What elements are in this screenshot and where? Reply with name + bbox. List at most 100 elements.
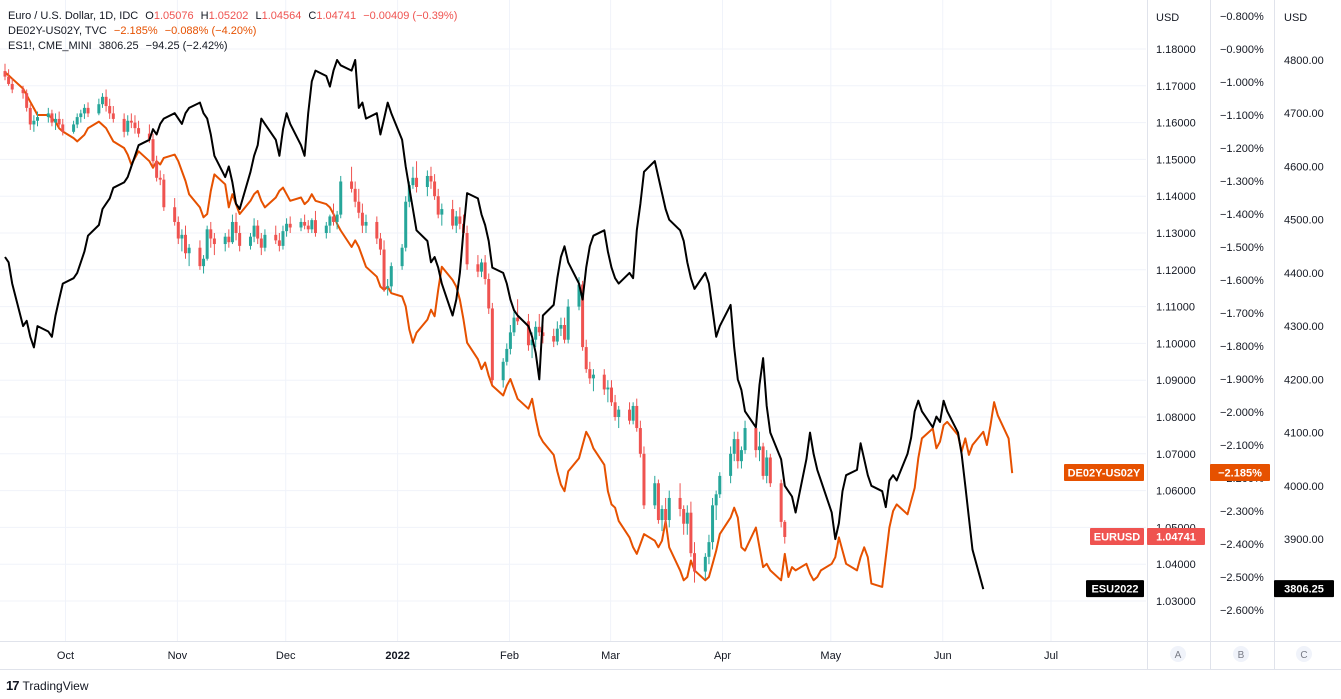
candle-body — [212, 238, 216, 245]
candle — [480, 258, 484, 278]
candle — [689, 501, 693, 557]
legend-de02y-value: −2.185% — [113, 25, 158, 37]
candle-body — [382, 249, 386, 289]
candle-body — [516, 317, 520, 322]
candle-body — [743, 428, 747, 451]
candle — [779, 479, 783, 528]
candle — [436, 188, 440, 219]
axis-c-tick: 4500.00 — [1284, 215, 1324, 227]
legend-close: 1.04741 — [316, 10, 357, 22]
candle-body — [350, 181, 354, 189]
legend-low: 1.04564 — [261, 10, 302, 22]
candle-body — [541, 332, 545, 337]
legend-de02y[interactable]: DE02Y-US02Y, TVC −2.185% −0.088% (−4.20%… — [8, 24, 457, 39]
candle — [635, 398, 639, 432]
candle — [375, 216, 379, 245]
candle — [61, 118, 65, 136]
legend-high: 1.05202 — [208, 10, 249, 22]
legend-eurusd[interactable]: Euro / U.S. Dollar, 1D, IDC O1.05076 H1.… — [8, 9, 457, 24]
axis-b-tick: −2.000% — [1220, 407, 1264, 419]
candle-body — [104, 96, 108, 107]
price-axis-a[interactable]: USD 1.18000 1.17000 1.16000 1.15000 1.14000 1.… — [1156, 12, 1196, 608]
candle — [176, 216, 180, 245]
de02y-us02y-line — [4, 71, 1014, 588]
candle-body — [230, 221, 234, 243]
time-axis[interactable]: Oct Nov Dec 2022 Feb Mar Apr May Jun Jul — [57, 650, 1058, 662]
candle — [761, 442, 765, 480]
candle-body — [288, 223, 292, 228]
candle-body — [606, 387, 610, 390]
grid — [0, 0, 1341, 670]
candle-body — [685, 512, 689, 524]
candle-body — [729, 453, 733, 476]
candle-body — [602, 374, 606, 390]
candle — [682, 505, 686, 535]
candle — [288, 216, 292, 233]
candle — [591, 369, 595, 392]
price-tags: DE02Y-US02Y −2.185% EURUSD 1.04741 ESU2022 38… — [1064, 464, 1334, 598]
candle — [137, 120, 141, 138]
scale-button-a[interactable]: A — [1170, 646, 1186, 662]
candle-body — [400, 247, 404, 267]
candle — [46, 107, 50, 123]
candle-body — [223, 236, 227, 245]
candle-body — [72, 124, 76, 132]
scale-button-c[interactable]: C — [1296, 646, 1312, 662]
candle — [360, 203, 364, 233]
candle-body — [54, 118, 58, 123]
x-tick-label: 2022 — [385, 650, 409, 662]
price-axis-c[interactable]: USD 4800.00 4700.00 4600.00 4500.00 4400.00 43… — [1284, 12, 1324, 546]
candle — [739, 446, 743, 469]
candle-body — [508, 332, 512, 349]
candle-body — [209, 229, 213, 239]
candle-body — [411, 177, 415, 186]
candle-body — [248, 236, 252, 246]
candle-body — [126, 120, 130, 132]
candle-body — [10, 83, 14, 90]
candle-body — [451, 209, 455, 226]
axis-c-unit: USD — [1284, 12, 1307, 24]
candle — [180, 229, 184, 252]
axis-a-tick: 1.04000 — [1156, 559, 1196, 571]
scale-button-bg — [1233, 646, 1249, 662]
de02y-us02y-series — [4, 71, 1014, 588]
candle — [274, 225, 278, 245]
price-axis-b[interactable]: −0.800% −0.900% −1.000% −1.100% −1.200% −1.30… — [1220, 11, 1264, 617]
candle-body — [61, 124, 65, 132]
candle — [54, 113, 58, 130]
candle — [75, 113, 79, 129]
axis-b-tick: −1.200% — [1220, 143, 1264, 155]
candle-body — [526, 321, 530, 346]
candle — [50, 109, 54, 127]
scale-button-b[interactable]: B — [1233, 646, 1249, 662]
x-tick-label: Jul — [1044, 650, 1058, 662]
legend-es[interactable]: ES1!, CME_MINI 3806.25 −94.25 (−2.42%) — [8, 39, 457, 54]
axis-a-tick: 1.03000 — [1156, 596, 1196, 608]
candle — [476, 255, 480, 278]
candle — [559, 317, 563, 337]
candle — [350, 166, 354, 193]
candle-body — [173, 207, 177, 222]
legend-es-name: ES1!, CME_MINI — [8, 40, 92, 52]
candle-body — [97, 104, 101, 114]
candle — [25, 89, 29, 112]
candle-body — [357, 201, 361, 213]
candle — [202, 255, 206, 274]
candle-body — [490, 308, 494, 381]
candle — [277, 233, 281, 252]
candle — [736, 431, 740, 469]
tradingview-branding[interactable]: 17 TradingView — [6, 678, 89, 693]
legend-eurusd-name: Euro / U.S. Dollar, 1D, IDC — [8, 10, 139, 22]
candle-body — [512, 317, 516, 333]
axis-b-tick: −2.500% — [1220, 572, 1264, 584]
axis-c-tick: 4000.00 — [1284, 481, 1324, 493]
candle — [104, 89, 108, 112]
candle — [259, 233, 263, 256]
candle-body — [180, 234, 184, 239]
candle — [465, 225, 469, 270]
candle — [732, 431, 736, 462]
scale-buttons[interactable]: A B C — [1170, 646, 1312, 662]
candle-body — [530, 339, 534, 346]
axis-a-tick: 1.16000 — [1156, 118, 1196, 130]
